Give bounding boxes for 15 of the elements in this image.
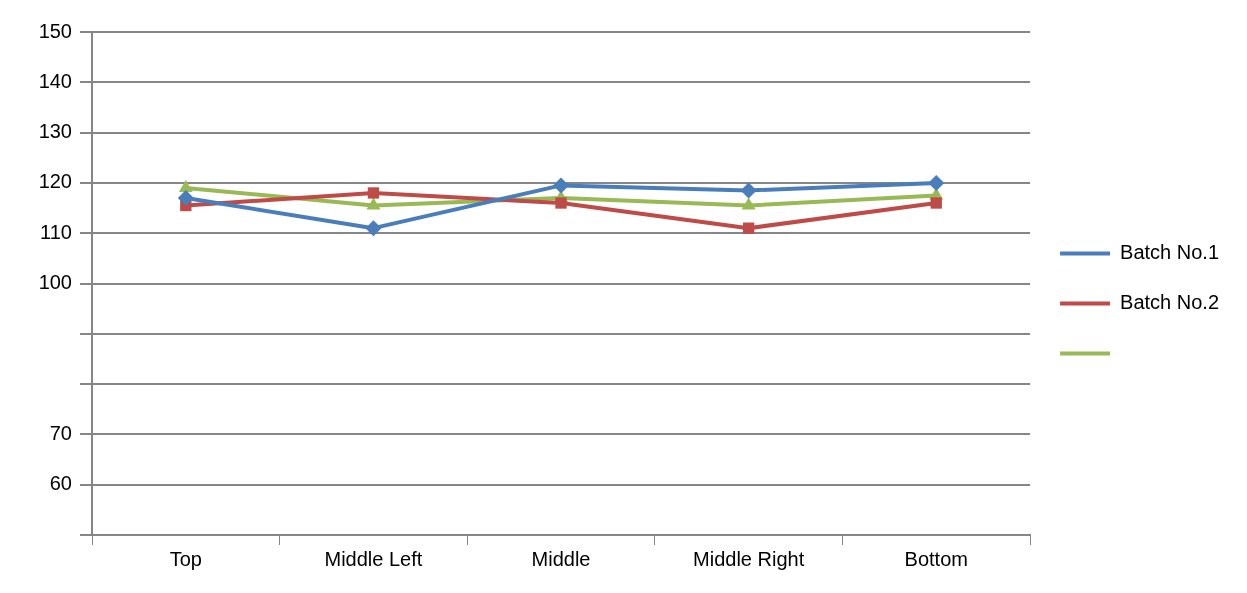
y-tick-label: 130: [38, 120, 72, 143]
y-tick-label: 120: [38, 170, 72, 193]
y-tick-label: 60: [49, 472, 72, 495]
legend-label: Batch No.1: [1120, 241, 1220, 264]
y-tick-label: 140: [38, 69, 72, 92]
x-tick-label: Middle Left: [324, 547, 423, 570]
legend-label: Batch No.2: [1120, 291, 1220, 314]
y-tick-label: 150: [38, 19, 72, 42]
y-tick-label: 100: [38, 271, 72, 294]
x-tick-label: Middle: [531, 547, 591, 570]
x-tick-label: Bottom: [904, 547, 968, 570]
y-tick-label: 110: [40, 220, 72, 243]
x-tick-label: Top: [169, 547, 202, 570]
x-tick-label: Middle Right: [693, 547, 805, 570]
y-tick-label: 70: [49, 421, 72, 444]
